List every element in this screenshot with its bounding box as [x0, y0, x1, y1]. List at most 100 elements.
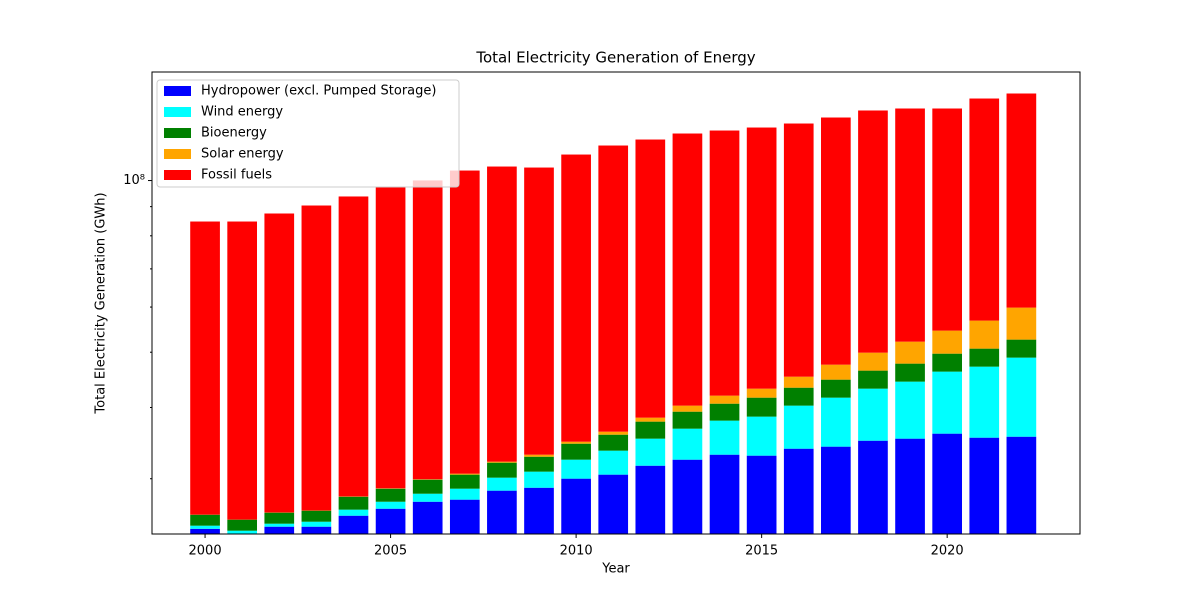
bar-segment: [412, 493, 443, 502]
bar-segment: [783, 376, 814, 388]
bar-segment: [858, 388, 888, 441]
bar-segment: [672, 133, 703, 406]
legend-label: Hydropower (excl. Pumped Storage): [201, 84, 436, 99]
chart-title: Total Electricity Generation of Energy: [475, 49, 755, 67]
bar-segment: [932, 371, 963, 434]
plot-frame: [151, 71, 1081, 535]
bar-segment: [895, 438, 925, 534]
bar-segment: [969, 366, 1000, 438]
bar-segment: [301, 526, 332, 534]
bar-segment: [487, 462, 517, 478]
bar-segment: [487, 490, 517, 534]
x-axis-label: Year: [601, 562, 630, 577]
bar-segment: [783, 387, 814, 406]
y-axis-label: Total Electricity Generation (GWh): [94, 192, 109, 414]
bar-segment: [709, 395, 740, 404]
bar-segment: [895, 108, 925, 342]
bar-segment: [375, 508, 406, 534]
bar-segment: [598, 474, 629, 534]
bar-segment: [338, 196, 369, 497]
bar-segment: [672, 428, 703, 460]
bar-segment: [524, 167, 554, 455]
bar-segment: [412, 180, 443, 480]
bar-segment: [969, 348, 1000, 367]
bar-segment: [338, 515, 369, 534]
bar-segment: [1006, 93, 1037, 308]
bar-segment: [783, 123, 814, 377]
legend-label: Bioenergy: [201, 126, 267, 141]
bar-segment: [746, 127, 777, 389]
legend: Hydropower (excl. Pumped Storage) Wind en…: [156, 79, 460, 188]
bar-segment: [561, 478, 591, 534]
bar-segment: [487, 166, 517, 462]
bar-segment: [338, 509, 369, 516]
bar-segment: [524, 454, 554, 457]
bar-segment: [1006, 339, 1037, 358]
bar-segment: [227, 530, 258, 534]
bar-segment: [598, 431, 629, 435]
bar-segment: [858, 110, 888, 353]
bar-segment: [783, 448, 814, 534]
bar-segment: [301, 510, 332, 522]
bar-segment: [524, 487, 554, 534]
bar-segment: [746, 388, 777, 398]
bar-segment: [1006, 357, 1037, 437]
bar-segment: [338, 496, 369, 510]
bar-segment: [561, 154, 591, 442]
bar-segment: [821, 364, 851, 380]
bar-segment: [895, 363, 925, 382]
bar-segment: [783, 405, 814, 449]
legend-swatch: [164, 128, 191, 138]
bar-segment: [524, 471, 554, 488]
bar-segment: [635, 465, 666, 534]
bar-segment: [524, 456, 554, 472]
legend-swatch: [164, 107, 191, 117]
legend-swatch: [164, 149, 191, 159]
x-tick-label: 2015: [745, 544, 778, 559]
bar-segment: [449, 170, 480, 474]
bar-segment: [969, 437, 1000, 534]
legend-swatch: [164, 86, 191, 96]
bar-segment: [746, 455, 777, 534]
bar-segment: [598, 450, 629, 475]
legend-label: Wind energy: [201, 105, 283, 120]
legend-label: Solar energy: [201, 147, 284, 162]
bar-segment: [264, 213, 295, 513]
bar-segment: [821, 446, 851, 534]
bar-segment: [190, 525, 220, 529]
bar-segment: [969, 98, 1000, 321]
bar-segment: [672, 459, 703, 534]
legend-swatch: [164, 170, 191, 180]
bar-segment: [227, 221, 258, 520]
bar-segment: [672, 405, 703, 412]
bar-segment: [487, 477, 517, 491]
bar-segment: [449, 473, 480, 475]
bar-segment: [709, 130, 740, 396]
bar-segment: [858, 440, 888, 534]
bar-segment: [635, 139, 666, 418]
bar-segment: [969, 320, 1000, 349]
bar-segment: [190, 528, 220, 534]
bar-segment: [264, 523, 295, 527]
x-tick-label: 2000: [189, 544, 222, 559]
bar-segment: [487, 461, 517, 463]
bar-segment: [932, 433, 963, 534]
x-tick-label: 2010: [560, 544, 593, 559]
bar-segment: [635, 438, 666, 466]
bar-segment: [561, 459, 591, 479]
bar-segment: [412, 501, 443, 534]
legend-box: [156, 79, 460, 188]
bar-segment: [449, 474, 480, 489]
bar-segment: [635, 421, 666, 439]
bar-segment: [561, 441, 591, 444]
bar-segment: [1006, 436, 1037, 534]
bar-segment: [821, 117, 851, 365]
bar-segment: [227, 519, 258, 531]
bar-segment: [375, 488, 406, 502]
bar-segment: [301, 205, 332, 511]
bar-segment: [412, 479, 443, 494]
bar-segment: [821, 379, 851, 398]
bar-segment: [301, 521, 332, 527]
